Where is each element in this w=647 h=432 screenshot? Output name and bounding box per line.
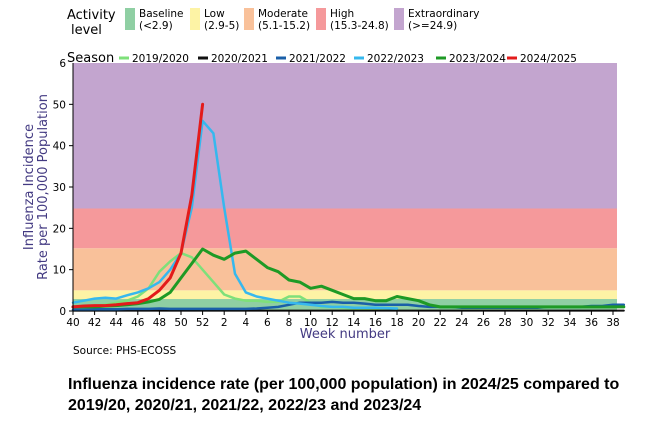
x-tick-label: 34: [563, 317, 577, 329]
series-line-2024-2025: [71, 102, 205, 309]
x-tick-label: 20: [412, 317, 425, 329]
x-tick-label: 18: [390, 317, 403, 329]
x-tick-label: 50: [174, 317, 187, 329]
x-tick-label: 32: [542, 317, 555, 329]
activity-range-high: (15.3-24.8): [330, 20, 389, 32]
activity-range-low: (2.9-5): [204, 20, 239, 32]
band-extraordinary: [73, 63, 617, 209]
x-tick-label: 10: [304, 317, 317, 329]
season-label-2022-2023: 2022/2023: [367, 53, 424, 65]
source-note: Source: PHS-ECOSS: [73, 345, 177, 357]
series-line-2023-2024: [71, 247, 626, 309]
activity-label-baseline: Baseline: [139, 8, 184, 20]
season-label-2023-2024: 2023/2024: [449, 53, 506, 65]
x-tick-label: 8: [286, 317, 293, 329]
x-tick-label: 6: [264, 317, 271, 329]
x-axis-label: Week number: [300, 327, 391, 340]
y-tick-label: 10: [53, 265, 66, 277]
season-label-2024-2025: 2024/2025: [520, 53, 577, 65]
x-tick-label: 16: [369, 317, 383, 329]
series-line-2022-2023: [71, 119, 399, 310]
activity-swatch-baseline: [125, 8, 135, 30]
y-tick-label: 50: [53, 99, 66, 111]
x-tick-label: 36: [585, 317, 599, 329]
band-baseline: [73, 299, 617, 311]
x-tick-label: 44: [110, 317, 124, 329]
x-tick-label: 4: [242, 317, 249, 329]
activity-label-low: Low: [204, 8, 225, 20]
x-tick-label: 28: [498, 317, 511, 329]
y-tick-label-top: 6: [59, 58, 66, 70]
x-tick-label: 30: [520, 317, 533, 329]
activity-legend-title-2: level: [71, 23, 102, 38]
activity-bands: [73, 63, 617, 311]
x-tick-label: 12: [326, 317, 339, 329]
y-axis-label-2: Rate per 100,000 Population: [36, 94, 51, 280]
y-tick-label: 0: [59, 306, 66, 318]
activity-legend-title: Activity: [67, 8, 116, 23]
x-tick-label: 46: [131, 317, 145, 329]
activity-range-extraordinary: (>=24.9): [408, 20, 457, 32]
activity-range-moderate: (5.1-15.2): [258, 20, 310, 32]
activity-label-high: High: [330, 8, 354, 20]
activity-swatch-low: [190, 8, 200, 30]
season-legend: Season 2019/2020 2020/2021 2021/2022 2022/20…: [67, 51, 577, 66]
x-tick-label: 40: [66, 317, 79, 329]
x-tick-label: 42: [88, 317, 101, 329]
season-label-2021-2022: 2021/2022: [289, 53, 346, 65]
x-tick-label: 52: [196, 317, 209, 329]
activity-swatch-extraordinary: [394, 8, 404, 30]
x-tick-label: 2: [221, 317, 228, 329]
activity-label-moderate: Moderate: [258, 8, 308, 20]
axes: 40 42 44 46 48 50 52 2 4 6 8 10 12 14 16 18 20 22 24 26 28 30…: [22, 58, 620, 340]
activity-swatch-moderate: [244, 8, 254, 30]
activity-swatch-high: [316, 8, 326, 30]
y-axis-label-1: Influenza Incidence: [22, 124, 37, 250]
x-tick-label: 22: [434, 317, 447, 329]
x-tick-label: 24: [455, 317, 469, 329]
x-tick-label: 26: [477, 317, 491, 329]
season-label-2019-2020: 2019/2020: [132, 53, 189, 65]
y-tick-label: 20: [53, 223, 66, 235]
season-label-2020-2021: 2020/2021: [211, 53, 268, 65]
band-high: [73, 208, 617, 249]
x-tick-label: 48: [153, 317, 166, 329]
x-tick-label: 38: [606, 317, 619, 329]
y-tick-label: 40: [53, 141, 66, 153]
activity-label-extraordinary: Extraordinary: [408, 8, 479, 20]
y-tick-label: 30: [53, 182, 66, 194]
x-tick-label: 14: [347, 317, 361, 329]
chart-caption: Influenza incidence rate (per 100,000 po…: [68, 376, 620, 414]
season-legend-title: Season: [67, 51, 114, 66]
activity-range-baseline: (<2.9): [139, 20, 173, 32]
